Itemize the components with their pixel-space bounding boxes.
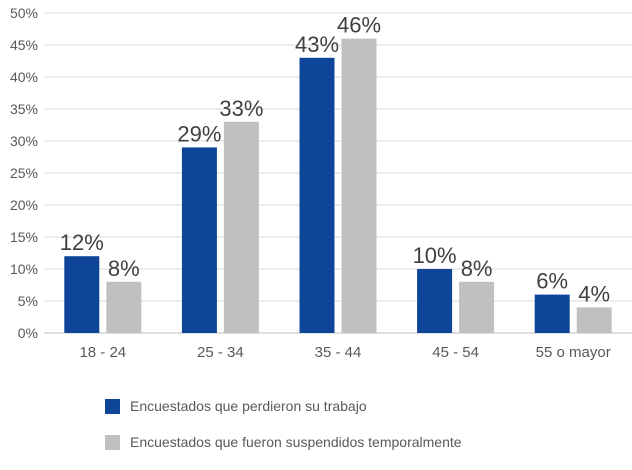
data-label: 12%	[60, 230, 104, 255]
data-label: 8%	[461, 256, 493, 281]
y-tick-label: 5%	[18, 293, 38, 309]
legend-swatch-suspended	[105, 434, 120, 450]
legend-item-lost-job: Encuestados que perdieron su trabajo	[105, 398, 462, 414]
data-label: 4%	[578, 281, 610, 306]
x-category-label: 25 - 34	[197, 344, 244, 361]
legend: Encuestados que perdieron su trabajo Enc…	[105, 398, 462, 470]
bar-lost-job	[417, 269, 453, 333]
y-tick-label: 15%	[10, 229, 38, 245]
data-label: 33%	[219, 96, 263, 121]
data-labels: 12%8%29%33%43%46%10%8%6%4%	[60, 13, 610, 307]
bar-suspended	[341, 38, 377, 333]
y-tick-label: 0%	[18, 325, 38, 341]
bar-suspended	[106, 281, 142, 333]
x-category-label: 35 - 44	[315, 344, 362, 361]
x-axis-category-labels: 18 - 24 25 - 34 35 - 44 45 - 54 55 o mayor	[79, 344, 610, 361]
y-tick-label: 30%	[10, 133, 38, 149]
x-category-label: 18 - 24	[79, 344, 126, 361]
legend-label-suspended: Encuestados que fueron suspendidos tempo…	[130, 434, 462, 450]
data-label: 29%	[177, 121, 221, 146]
y-tick-label: 10%	[10, 261, 38, 277]
bar-lost-job	[64, 256, 100, 333]
bar-suspended	[223, 121, 259, 333]
y-tick-label: 20%	[10, 197, 38, 213]
x-category-label: 55 o mayor	[536, 344, 611, 361]
y-tick-label: 50%	[10, 5, 38, 21]
bar-lost-job	[534, 294, 570, 333]
data-label: 10%	[413, 243, 457, 268]
gridlines	[44, 12, 632, 334]
bar-suspended	[459, 281, 495, 333]
y-axis-tick-labels: 0% 5% 10% 15% 20% 25% 30% 35% 40% 45% 50%	[10, 5, 38, 341]
y-tick-label: 45%	[10, 37, 38, 53]
legend-label-lost-job: Encuestados que perdieron su trabajo	[130, 398, 367, 414]
bars	[64, 38, 612, 334]
y-tick-label: 40%	[10, 69, 38, 85]
legend-item-suspended: Encuestados que fueron suspendidos tempo…	[105, 434, 462, 450]
y-tick-label: 25%	[10, 165, 38, 181]
bar-chart: 0%5%10%15%20%25%30%35%40%45%50% 12%8%29%…	[10, 5, 632, 361]
data-label: 46%	[337, 13, 381, 38]
x-category-label: 45 - 54	[432, 344, 479, 361]
bar-suspended	[576, 307, 612, 333]
bar-lost-job	[181, 147, 217, 333]
data-label: 6%	[536, 269, 568, 294]
legend-swatch-lost-job	[105, 398, 120, 414]
y-tick-label: 35%	[10, 101, 38, 117]
data-label: 43%	[295, 32, 339, 57]
bar-lost-job	[299, 57, 335, 334]
data-label: 8%	[108, 256, 140, 281]
